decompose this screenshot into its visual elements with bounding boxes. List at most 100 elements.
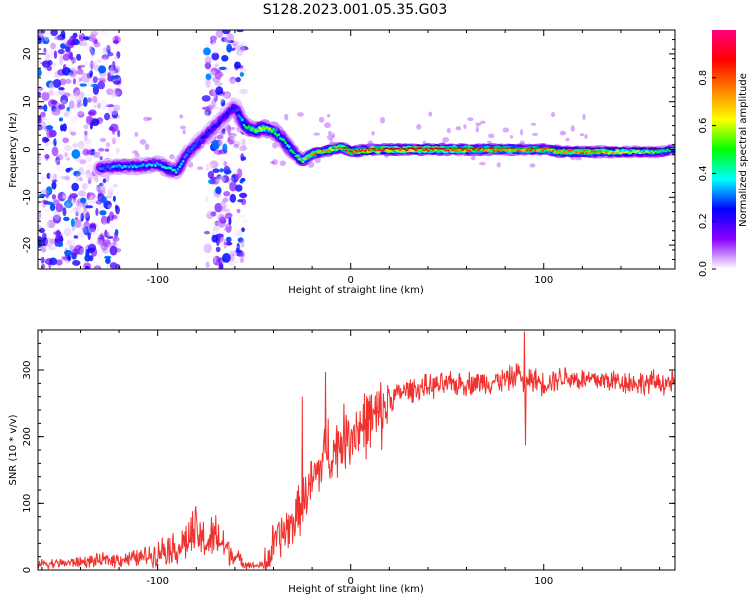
noise-speckle xyxy=(216,103,220,107)
noise-speckle xyxy=(234,229,240,238)
noise-speckle xyxy=(84,138,92,144)
snr-plot-frame xyxy=(37,329,676,571)
noise-speckle xyxy=(428,111,433,117)
noise-speckle xyxy=(134,132,139,137)
noise-speckle xyxy=(225,223,232,233)
noise-speckle xyxy=(92,95,98,103)
noise-speckle xyxy=(90,60,94,70)
noise-speckle xyxy=(43,138,50,142)
noise-speckle xyxy=(91,118,100,127)
x-tick-label: 100 xyxy=(534,275,553,286)
noise-speckle xyxy=(112,40,119,44)
noise-speckle xyxy=(233,226,238,236)
noise-speckle xyxy=(87,177,92,185)
noise-speckle xyxy=(51,194,57,200)
noise-speckle xyxy=(219,43,227,47)
noise-speckle xyxy=(53,210,61,221)
noise-speckle xyxy=(114,204,119,211)
noise-speckle xyxy=(38,91,42,97)
noise-speckle xyxy=(78,77,83,82)
noise-speckle xyxy=(75,89,84,100)
noise-speckle xyxy=(217,214,226,222)
ridge-blob xyxy=(515,148,519,151)
ridge-blob xyxy=(107,165,110,168)
noise-speckle xyxy=(56,241,64,248)
noise-speckle xyxy=(229,181,237,192)
snr-series-line xyxy=(38,331,675,570)
noise-speckle xyxy=(41,115,47,121)
noise-speckle xyxy=(63,216,70,222)
noise-speckle xyxy=(38,190,45,195)
noise-speckle xyxy=(102,224,107,231)
noise-speckle xyxy=(239,179,244,184)
ridge-blob xyxy=(242,123,246,127)
noise-speckle xyxy=(84,172,92,181)
noise-speckle xyxy=(226,43,233,53)
ridge-blob xyxy=(468,149,472,152)
noise-speckle xyxy=(209,89,217,97)
noise-speckle xyxy=(44,237,54,248)
noise-speckle xyxy=(43,47,47,56)
ridge-blob xyxy=(522,149,525,152)
noise-speckle xyxy=(64,200,73,209)
noise-speckle xyxy=(93,104,97,109)
noise-speckle xyxy=(215,86,224,96)
noise-speckle xyxy=(467,117,474,122)
noise-speckle xyxy=(209,160,219,169)
noise-speckle xyxy=(101,54,110,60)
noise-speckle xyxy=(223,191,231,197)
noise-speckle xyxy=(40,111,46,118)
noise-speckle xyxy=(47,99,57,108)
noise-speckle xyxy=(98,65,107,74)
noise-speckle xyxy=(64,144,73,152)
spectrogram-xlabel: Height of straight line (km) xyxy=(288,285,424,296)
noise-speckle xyxy=(107,151,114,160)
noise-speckle xyxy=(565,137,570,142)
noise-speckle xyxy=(48,82,55,90)
noise-speckle xyxy=(214,82,223,86)
ridge-blob xyxy=(247,125,251,129)
y-tick-label: -20 xyxy=(22,237,33,253)
ridge-blob xyxy=(527,148,531,151)
ridge-blob xyxy=(197,141,201,145)
noise-speckle xyxy=(103,36,108,43)
noise-speckle xyxy=(51,181,57,190)
noise-speckle xyxy=(72,207,81,212)
noise-speckle xyxy=(100,241,109,251)
y-tick-label: 0 xyxy=(22,567,33,573)
noise-speckle xyxy=(239,46,249,51)
noise-speckle xyxy=(212,40,217,51)
noise-speckle xyxy=(78,203,84,214)
noise-speckle xyxy=(229,253,235,262)
noise-speckle xyxy=(63,227,72,237)
noise-speckle xyxy=(88,61,95,69)
noise-speckle xyxy=(40,176,46,181)
noise-speckle xyxy=(224,66,231,73)
noise-speckle xyxy=(211,234,218,243)
ridge-blob xyxy=(367,149,371,152)
noise-speckle xyxy=(109,185,116,192)
colorbar-tick-label: 0.8 xyxy=(698,70,709,86)
ridge-blob xyxy=(258,126,261,130)
noise-speckle xyxy=(371,130,375,136)
noise-speckle xyxy=(113,185,118,193)
noise-speckle xyxy=(113,80,122,85)
noise-speckle xyxy=(92,84,100,95)
noise-speckle xyxy=(86,72,93,79)
noise-speckle xyxy=(87,111,95,116)
noise-speckle xyxy=(41,91,50,101)
noise-speckle xyxy=(279,160,286,166)
noise-speckle xyxy=(109,222,116,230)
noise-speckle xyxy=(208,72,214,76)
ridge-blob xyxy=(650,150,654,153)
noise-speckle xyxy=(225,236,232,243)
noise-speckle xyxy=(206,209,211,215)
noise-speckle xyxy=(80,197,87,204)
noise-speckle xyxy=(58,104,66,110)
noise-speckle xyxy=(205,163,210,171)
noise-speckle xyxy=(97,80,106,90)
noise-speckle xyxy=(205,196,209,203)
noise-speckle xyxy=(227,135,235,145)
noise-speckle xyxy=(107,188,114,196)
